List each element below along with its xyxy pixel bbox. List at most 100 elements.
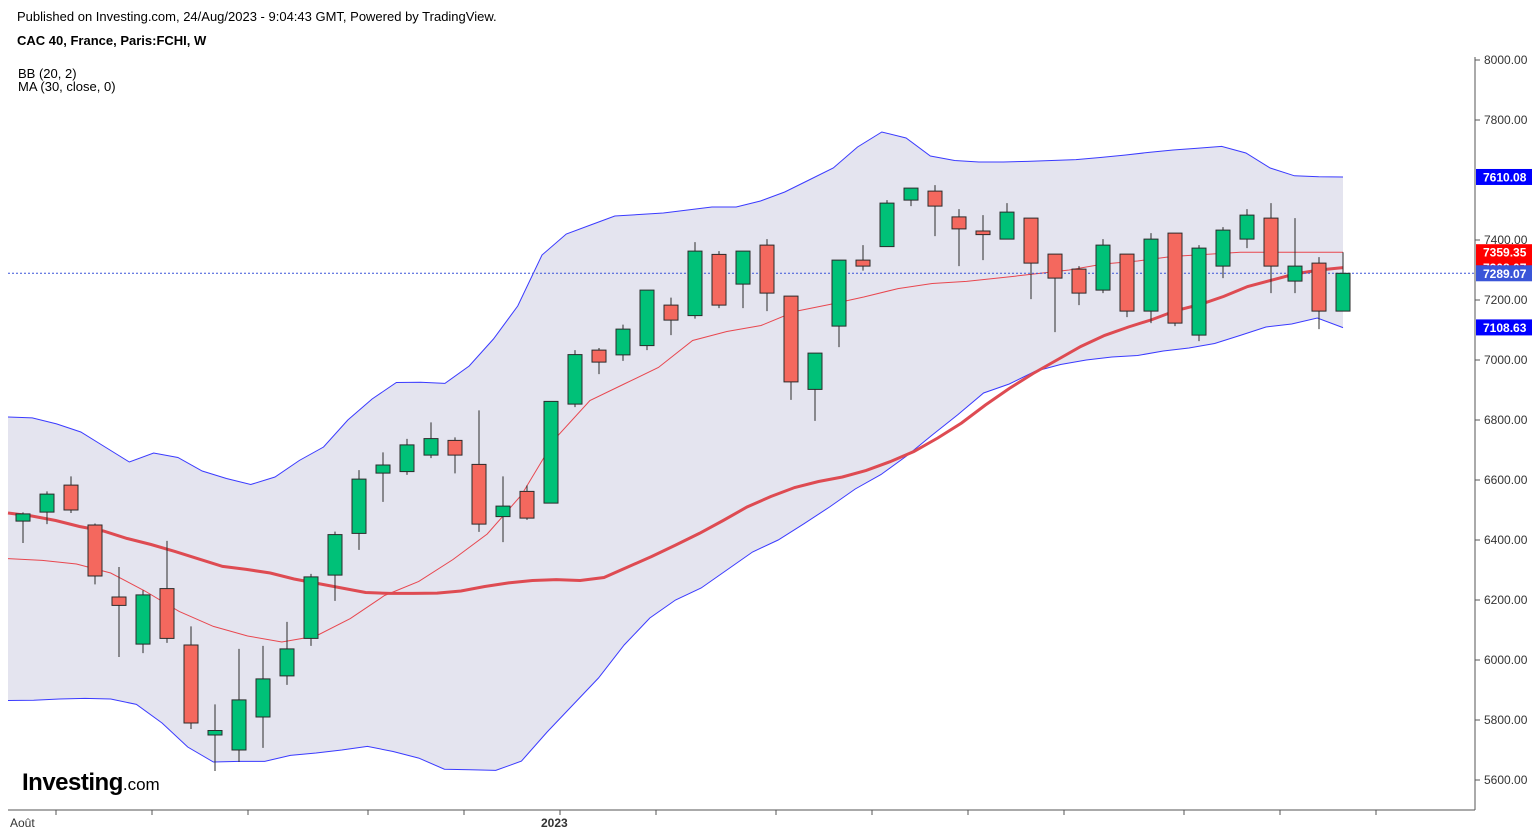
candle-body-down [663,304,679,321]
candle-body-up [879,202,895,248]
candle [1239,209,1255,249]
candle-body-down [1119,253,1135,312]
candle-body-down [783,295,799,383]
candle-body-up [135,594,151,645]
y-tick-label: 7400.00 [1484,233,1528,247]
candle-body-down [183,644,199,724]
price-label-text: 7359.35 [1483,246,1527,260]
candle-body-down [1263,217,1279,267]
candle-body-down [855,259,871,267]
candle-body-down [63,484,79,511]
x-tick-label: 2023 [541,816,568,830]
candle [399,438,415,475]
axes: 8000.00 7800.00 7400.00 7200.00 7000.00 6800.… [8,53,1528,830]
candle-body-down [711,253,727,306]
candle [879,200,895,248]
candle [303,573,319,646]
candle [807,352,823,421]
candle-body-up [615,328,631,356]
bollinger-lower-line [7,317,1344,771]
candle-body-down [927,190,943,207]
candle [15,512,31,543]
candle-body-down [759,244,775,294]
candle-body-down [447,439,463,456]
candle-body-up [1335,272,1351,312]
candle [567,350,583,408]
bollinger-band [7,131,1344,771]
y-tick-label: 5800.00 [1484,713,1528,727]
candle [1263,203,1279,294]
candle [543,400,559,504]
y-tick-label: 6800.00 [1484,413,1528,427]
candle [783,295,799,400]
candles [15,185,1351,771]
candle [111,567,127,657]
price-label-text: 7289.07 [1483,267,1527,281]
candle [39,491,55,525]
candle [735,250,751,309]
candle [1335,252,1351,312]
candle-body-up [543,400,559,504]
candle-body-up [39,493,55,513]
y-tick-label: 5600.00 [1484,773,1528,787]
candle-body-up [1287,265,1303,282]
candle [1047,253,1063,333]
candle-body-down [1047,253,1063,279]
candle [663,297,679,336]
price-label-text: 7108.63 [1483,321,1527,335]
y-tick-label: 6600.00 [1484,473,1528,487]
candle-body-down [111,596,127,606]
ma30-line [7,266,1344,595]
bollinger-fill [8,132,1343,771]
y-tick-label: 7800.00 [1484,113,1528,127]
candle [999,203,1015,240]
candle [1143,233,1159,324]
candle-body-down [1071,268,1087,294]
published-caption: Published on Investing.com, 24/Aug/2023 … [17,9,497,24]
candle [279,621,295,685]
candle-body-up [639,289,655,347]
candle [1119,253,1135,318]
candle [327,531,343,601]
candle-body-down [1167,232,1183,324]
candle [375,452,391,502]
y-tick-label: 7200.00 [1484,293,1528,307]
candle [255,645,271,748]
candle [951,209,967,267]
candle-body-up [1143,238,1159,312]
candle [711,251,727,309]
candle [1167,232,1183,327]
candle-body-up [351,478,367,534]
candle [591,348,607,375]
candle-body-up [375,464,391,474]
candle [1023,217,1039,300]
candle [351,470,367,550]
candle-body-up [567,354,583,405]
candle [927,185,943,237]
y-tick-label: 6400.00 [1484,533,1528,547]
candle [423,422,439,459]
candle-body-up [687,250,703,317]
ma-legend: MA (30, close, 0) [18,79,116,94]
candle [1191,245,1207,342]
candle-body-up [735,250,751,285]
x-tick-label: Août [10,816,35,830]
candle [975,215,991,261]
candle-body-down [951,216,967,230]
y-tick-label: 6200.00 [1484,593,1528,607]
candle [207,704,223,771]
candle-body-up [279,648,295,677]
price-label-text: 7610.08 [1483,170,1527,184]
candle [639,289,655,351]
candle [471,410,487,532]
candle-body-down [471,463,487,525]
candle [903,187,919,207]
candle-body-up [207,730,223,736]
candle-body-up [1239,214,1255,240]
candle-body-up [399,444,415,473]
y-tick-label: 6000.00 [1484,653,1528,667]
candle [183,626,199,729]
candle-body-up [255,678,271,718]
